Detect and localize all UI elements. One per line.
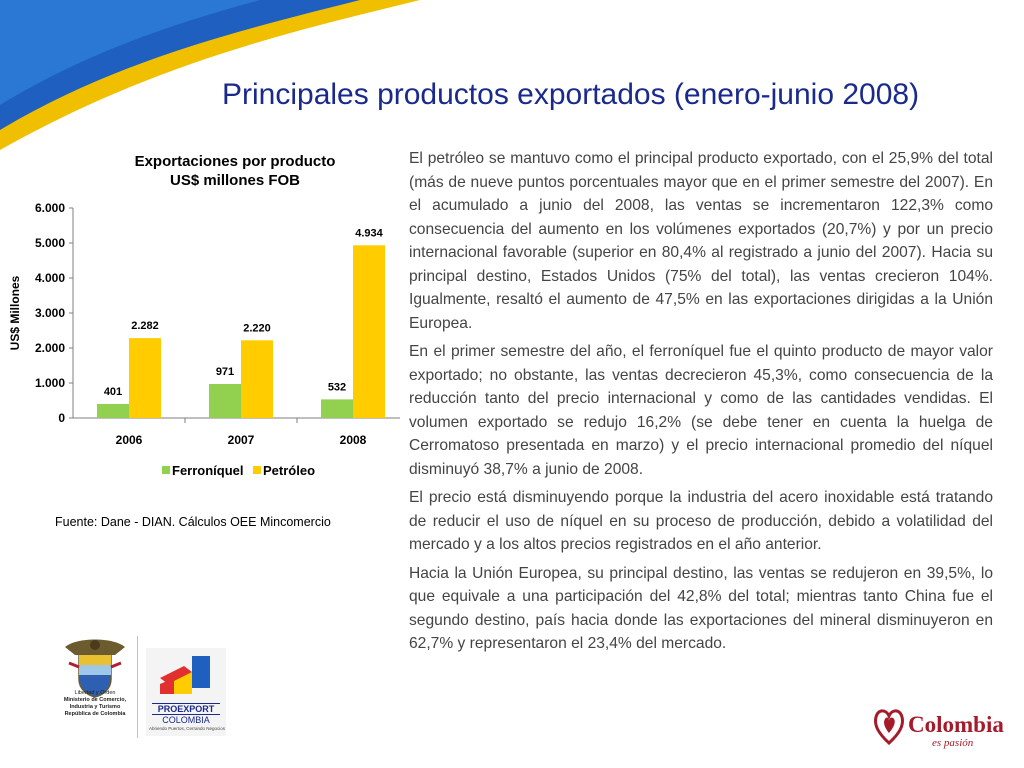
proexport-red-block bbox=[160, 678, 174, 694]
legend-swatch bbox=[253, 466, 261, 474]
ministry-caption-line: República de Colombia bbox=[64, 711, 126, 717]
x-tick-label: 2006 bbox=[116, 433, 143, 447]
legend-swatch bbox=[162, 466, 170, 474]
colombia-brand-tagline: es pasión bbox=[932, 737, 974, 749]
heart-inner-icon bbox=[884, 717, 895, 733]
shield-top-band bbox=[79, 655, 111, 665]
paragraph-union-europea: Hacia la Unión Europea, su principal des… bbox=[409, 564, 993, 653]
paragraph-petroleo: El petróleo se mantuvo como el principal… bbox=[409, 150, 993, 332]
heart-outline-icon bbox=[874, 709, 904, 746]
proexport-name-line: PROEXPORT bbox=[152, 703, 220, 715]
proexport-blue-block bbox=[192, 656, 210, 688]
proexport-red-roof bbox=[160, 666, 192, 684]
paragraph-precio: El precio está disminuyendo porque la in… bbox=[409, 489, 993, 553]
heart-logo-icon bbox=[874, 709, 904, 746]
bar-chart: 0 1.000 2.000 3.000 4.000 5.000 6.000 US$ Millo… bbox=[8, 201, 400, 478]
y-axis-label: US$ Millones bbox=[8, 275, 22, 350]
x-tick-label: 2007 bbox=[228, 433, 255, 447]
y-tick-label: 1.000 bbox=[35, 376, 65, 390]
legend-label: Ferroníquel bbox=[172, 463, 244, 478]
paragraph-ferroniquel: En el primer semestre del año, el ferron… bbox=[409, 343, 993, 478]
y-tick-label: 4.000 bbox=[35, 271, 65, 285]
chart-title: Exportaciones por producto US$ millones … bbox=[100, 152, 370, 190]
chart-subtitle-line: US$ millones FOB bbox=[169, 172, 301, 189]
data-label: 532 bbox=[328, 381, 346, 393]
data-label: 2.220 bbox=[243, 322, 271, 334]
coat-of-arms-logo bbox=[65, 639, 125, 698]
bar-ferroniquel bbox=[209, 384, 241, 418]
proexport-name: PROEXPORT COLOMBIA bbox=[152, 703, 220, 725]
bar-ferroniquel bbox=[321, 399, 353, 418]
header-swoosh bbox=[0, 0, 420, 150]
bar-petroleo bbox=[241, 340, 273, 418]
bar-petroleo bbox=[129, 338, 161, 418]
proexport-country-line: COLOMBIA bbox=[162, 715, 210, 725]
legend-label: Petróleo bbox=[263, 463, 315, 478]
flags-icon bbox=[68, 661, 122, 669]
data-label: 2.282 bbox=[131, 320, 159, 332]
condor-head-icon bbox=[90, 640, 100, 650]
colombia-brand-word: Colombia bbox=[908, 712, 1004, 737]
bar-ferroniquel bbox=[97, 403, 129, 418]
shield-middle-band bbox=[79, 665, 111, 675]
source-note: Fuente: Dane - DIAN. Cálculos OEE Mincom… bbox=[55, 515, 331, 529]
data-label: 4.934 bbox=[355, 227, 383, 239]
y-tick-label: 3.000 bbox=[35, 306, 65, 320]
y-tick-label: 6.000 bbox=[35, 201, 65, 215]
swoosh-light-blue bbox=[0, 0, 260, 105]
slide-title: Principales productos exportados (enero-… bbox=[222, 78, 920, 111]
ministry-caption-line: Ministerio de Comercio, bbox=[63, 697, 127, 703]
proexport-tagline: Abriendo Puertos, Cerrando Negocios bbox=[148, 726, 226, 731]
logo-divider bbox=[137, 636, 138, 738]
data-label: 401 bbox=[104, 386, 122, 398]
y-tick-label: 5.000 bbox=[35, 236, 65, 250]
proexport-logo bbox=[146, 648, 226, 736]
ministry-caption-line: Industria y Turismo bbox=[69, 704, 121, 710]
y-tick-label: 2.000 bbox=[35, 341, 65, 355]
ministry-caption: Libertad y Orden Ministerio de Comercio,… bbox=[52, 690, 138, 718]
data-label: 971 bbox=[216, 366, 234, 378]
chart-title-line: Exportaciones por producto bbox=[134, 153, 336, 170]
ministry-caption-line: Libertad y Orden bbox=[74, 690, 116, 696]
body-text: El petróleo se mantuvo como el principal… bbox=[409, 147, 993, 661]
bar-petroleo bbox=[353, 245, 385, 418]
x-tick-label: 2008 bbox=[340, 433, 367, 447]
y-tick-label: 0 bbox=[58, 411, 65, 425]
